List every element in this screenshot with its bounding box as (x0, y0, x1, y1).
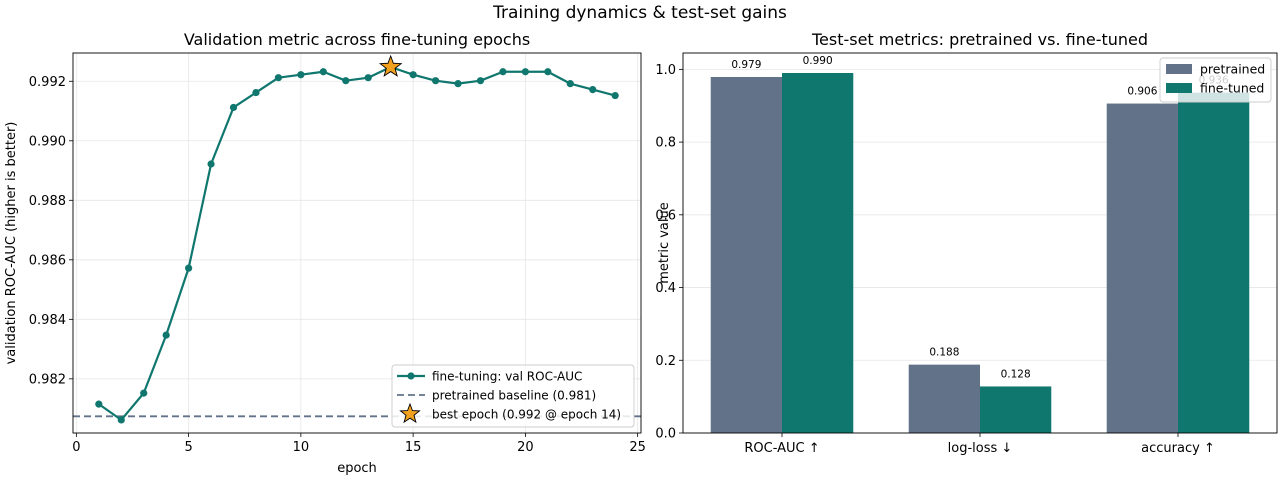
y-tick-label: 0.984 (29, 313, 66, 328)
bar-pretrained (908, 364, 980, 433)
x-tick-label: 20 (517, 440, 534, 455)
plot-frame (682, 52, 1278, 434)
bar-value-label: 0.128 (1001, 368, 1031, 380)
data-point (95, 400, 103, 408)
data-point (589, 86, 597, 94)
data-point (252, 88, 260, 97)
legend-box (391, 364, 635, 428)
y-tick-label: 0.4 (655, 281, 676, 296)
data-point (342, 77, 350, 85)
data-point (297, 71, 305, 79)
bar-value-label: 0.906 (1127, 86, 1157, 98)
bar-fine-tuned (782, 73, 854, 433)
legend-swatch (1166, 83, 1192, 93)
data-point (521, 68, 529, 76)
legend-label: fine-tuning: val ROC-AUC (432, 370, 582, 384)
data-point (454, 80, 462, 88)
y-tick-label: 0.992 (29, 75, 66, 90)
y-tick-label: 0.0 (655, 427, 676, 442)
y-tick-label: 0.986 (29, 253, 66, 268)
data-point (431, 77, 440, 85)
data-point (140, 389, 148, 397)
data-point (566, 80, 574, 88)
x-tick-label: 10 (293, 440, 310, 455)
bar-value-label: 0.979 (731, 59, 761, 71)
x-tick-label: accuracy ↑ (1141, 441, 1215, 456)
data-point (611, 91, 619, 100)
y-tick-label: 0.8 (655, 136, 676, 151)
data-point (544, 68, 552, 76)
y-tick-label: 0.982 (29, 372, 66, 387)
x-tick-label: 15 (405, 440, 422, 455)
bar-value-label: 0.990 (803, 55, 833, 67)
plot-frame (72, 52, 642, 434)
y-axis-label: validation ROC-AUC (higher is better) (4, 122, 19, 365)
data-point (409, 71, 417, 79)
legend-label: pretrained baseline (0.981) (432, 389, 596, 403)
chart-title: Test-set metrics: pretrained vs. fine-tu… (811, 30, 1148, 49)
data-point (117, 416, 125, 424)
data-point (207, 160, 215, 168)
y-tick-label: 1.0 (655, 63, 676, 78)
bar-pretrained (710, 77, 782, 433)
bar-pretrained (1106, 103, 1178, 433)
y-tick-label: 0.2 (655, 354, 676, 369)
data-point (185, 264, 193, 272)
y-tick-label: 0.6 (655, 208, 676, 223)
y-tick-label: 0.990 (29, 134, 66, 149)
legend-label: pretrained (1200, 62, 1265, 77)
data-point (499, 68, 507, 76)
x-tick-label: log-loss ↓ (948, 441, 1013, 456)
x-axis-label: epoch (337, 461, 377, 476)
figure-title: Training dynamics & test-set gains (492, 3, 787, 23)
data-point (229, 103, 238, 112)
data-point (162, 331, 170, 339)
y-axis-label: metric value (657, 202, 672, 284)
data-point (319, 68, 327, 76)
data-point (274, 74, 283, 82)
right-chart-test-metrics: Test-set metrics: pretrained vs. fine-tu… (655, 30, 1278, 456)
x-tick-label: 25 (629, 440, 646, 455)
x-tick-label: ROC-AUC ↑ (744, 441, 819, 456)
data-point (476, 77, 485, 85)
data-point (364, 74, 372, 82)
chart-title: Validation metric across fine-tuning epo… (184, 30, 530, 49)
bar-value-label: 0.188 (929, 347, 959, 359)
bar-fine-tuned (1178, 92, 1250, 434)
bar-fine-tuned (980, 386, 1052, 433)
x-tick-label: 0 (72, 440, 80, 455)
best-epoch-marker (378, 54, 403, 77)
legend-swatch (1166, 64, 1192, 74)
series-line (98, 65, 616, 422)
x-tick-label: 5 (184, 440, 192, 455)
legend-label: best epoch (0.992 @ epoch 14) (432, 408, 621, 422)
legend-label: fine-tuned (1200, 81, 1264, 96)
left-chart-validation-roc-auc: Validation metric across fine-tuning epo… (4, 30, 646, 476)
legend-star-icon (399, 402, 421, 424)
legend-swatch-marker (407, 372, 415, 380)
y-tick-label: 0.988 (29, 194, 66, 209)
